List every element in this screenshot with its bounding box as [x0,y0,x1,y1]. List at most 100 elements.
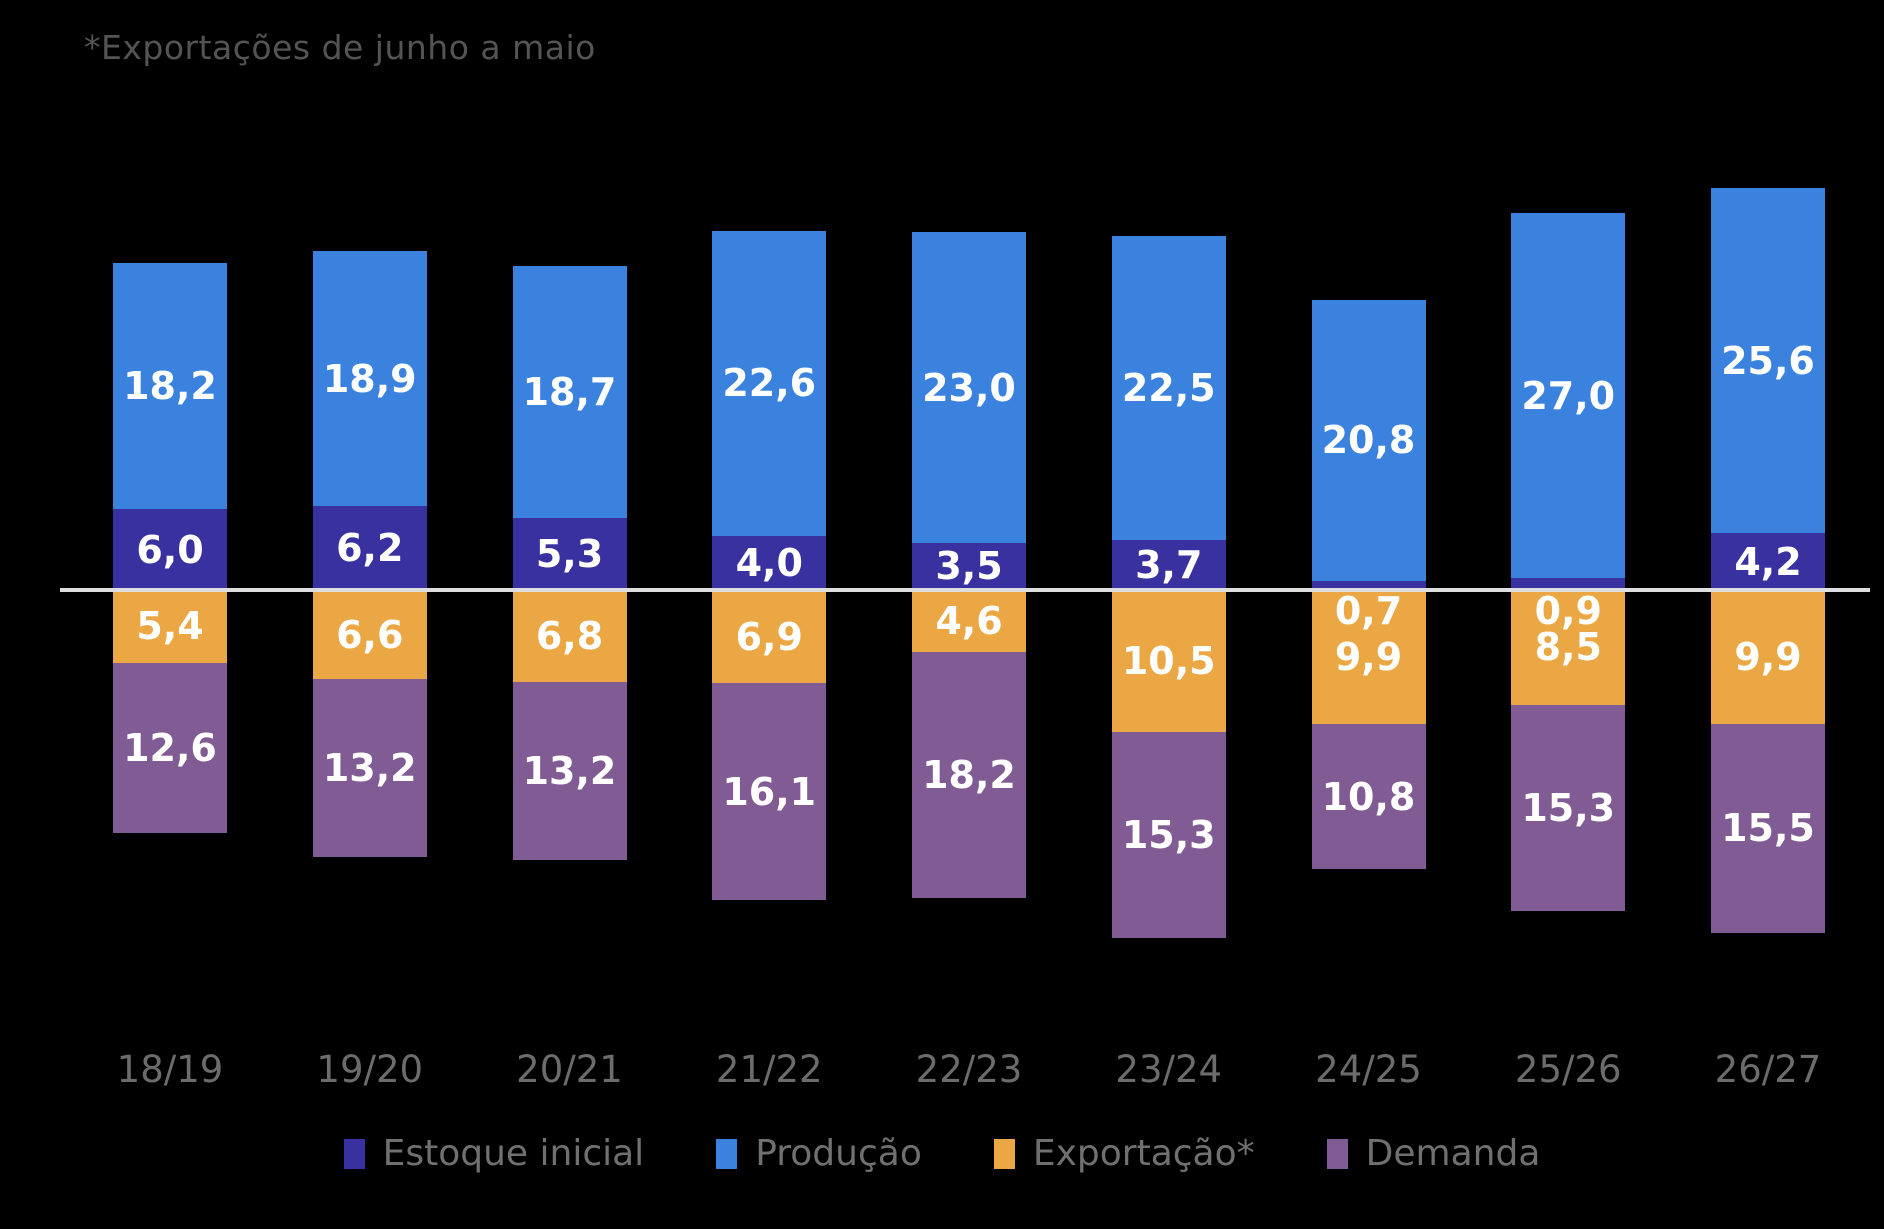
legend-label-estoque-inicial: Estoque inicial [382,1133,645,1174]
value-label-estoque-inicial: 5,3 [535,532,604,577]
x-axis-tick-24-25: 24/25 [1312,1048,1426,1092]
chart-footnote: *Exportações de junho a maio [84,28,596,67]
x-axis-tick-23-24: 23/24 [1112,1048,1226,1092]
legend-swatch-exportac-a-o [993,1138,1015,1169]
bar-column-23-24: 22,5 3,7 10,5 15,3 [1111,160,1226,950]
bar-segment-exportac-a-o: 9,9 [1311,590,1426,724]
value-label-exportac-a-o: 9,9 [1334,634,1403,679]
bar-segment-demanda: 15,5 [1711,723,1825,933]
value-label-demanda: 12,6 [123,725,217,770]
value-label-estoque-inicial: 4,0 [735,541,803,585]
stack-below-axis: 5,4 12,6 [113,590,227,950]
x-axis-tick-22-23: 22/23 [912,1048,1026,1092]
value-label-produc-a-o: 18,7 [522,370,617,415]
value-label-demanda: 16,1 [722,769,817,814]
value-label-estoque-inicial: 0,7 [1334,589,1403,633]
stack-below-axis: 8,5 15,3 [1511,590,1626,950]
bar-column-18-19: 18,2 6,0 5,4 12,6 [113,160,227,950]
x-axis-tick-21-22: 21/22 [712,1048,826,1092]
value-label-exportac-a-o: 4,6 [935,599,1003,644]
value-label-exportac-a-o: 6,6 [336,612,404,657]
value-label-produc-a-o: 22,5 [1121,366,1216,411]
bar-column-21-22: 22,6 4,0 6,9 16,1 [712,160,827,950]
x-axis-tick-20-21: 20/21 [513,1048,627,1092]
stack-above-axis: 18,9 6,2 [312,160,427,590]
stack-above-axis: 25,6 4,2 [1711,160,1825,590]
value-label-produc-a-o: 18,9 [322,356,417,401]
bar-segment-estoque-inicial: 0,9 [1511,577,1626,630]
legend-swatch-demanda [1326,1138,1348,1169]
legend-label-produc-a-o: Produção [755,1133,922,1174]
value-label-estoque-inicial: 6,2 [336,526,404,571]
legend-label-demanda: Demanda [1365,1133,1541,1174]
bar-segment-exportac-a-o: 4,6 [912,590,1026,653]
bar-segment-exportac-a-o: 10,5 [1111,590,1226,732]
bar-segment-estoque-inicial: 0,7 [1311,580,1426,630]
bar-column-25-26: 27,0 0,9 8,5 15,3 [1511,160,1626,950]
bars-container: 18,2 6,0 5,4 12,6 18,9 6,2 6,6 13,2 18,7 5,3 6,8 13… [113,160,1825,950]
value-label-demanda: 18,2 [922,752,1016,797]
bar-segment-produc-a-o: 23,0 [912,232,1026,543]
value-label-exportac-a-o: 9,9 [1734,634,1802,679]
value-label-produc-a-o: 22,6 [722,361,817,406]
x-axis-label: 21/22 [715,1048,823,1091]
x-axis-labels: 18/19 19/20 20/21 21/22 22/23 23/24 24/25 25/26… [113,1048,1825,1092]
bar-column-24-25: 20,8 0,7 9,9 10,8 [1311,160,1426,950]
bar-segment-estoque-inicial: 4,2 [1711,533,1825,590]
stack-below-axis: 10,5 15,3 [1111,590,1226,950]
x-axis-tick-18-19: 18/19 [113,1048,227,1092]
x-axis-label: 18/19 [116,1048,224,1091]
stack-below-axis: 6,6 13,2 [312,590,427,950]
value-label-estoque-inicial: 3,7 [1135,543,1203,588]
value-label-exportac-a-o: 5,4 [136,604,204,649]
bar-segment-exportac-a-o: 5,4 [113,590,227,663]
x-axis-label: 25/26 [1514,1048,1622,1091]
value-label-produc-a-o: 27,0 [1521,373,1616,418]
legend-item-demanda: Demanda [1326,1133,1541,1174]
bar-segment-produc-a-o: 18,2 [113,263,227,509]
legend-label-exportac-a-o: Exportação* [1032,1133,1255,1174]
stack-above-axis: 23,0 3,5 [912,160,1026,590]
bar-segment-demanda: 16,1 [712,683,827,901]
bar-segment-estoque-inicial: 3,7 [1111,540,1226,590]
bar-segment-demanda: 12,6 [113,662,227,833]
value-label-exportac-a-o: 6,8 [535,613,604,658]
stack-above-axis: 22,6 4,0 [712,160,827,590]
stack-below-axis: 6,9 16,1 [712,590,827,950]
bar-segment-exportac-a-o: 6,9 [712,590,827,684]
x-axis-tick-25-26: 25/26 [1511,1048,1625,1092]
zero-axis-line [60,588,1870,592]
value-label-estoque-inicial: 0,9 [1534,589,1602,633]
bar-segment-demanda: 10,8 [1311,723,1426,870]
value-label-exportac-a-o: 8,5 [1534,625,1602,670]
bar-segment-estoque-inicial: 6,0 [113,509,227,590]
x-axis-label: 19/20 [316,1048,424,1091]
bar-segment-produc-a-o: 22,5 [1111,236,1226,541]
bar-segment-produc-a-o: 18,7 [512,266,627,519]
legend-item-estoque-inicial: Estoque inicial [343,1133,645,1174]
value-label-produc-a-o: 25,6 [1721,338,1815,383]
legend-swatch-estoque-inicial [343,1138,365,1169]
bar-segment-demanda: 13,2 [512,681,627,860]
legend: Estoque inicial Produção Exportação* Demand… [0,1133,1884,1174]
bar-column-19-20: 18,9 6,2 6,6 13,2 [312,160,427,950]
legend-swatch-produc-a-o [716,1138,738,1169]
bar-column-20-21: 18,7 5,3 6,8 13,2 [512,160,627,950]
bar-segment-demanda: 13,2 [312,679,427,858]
bar-segment-exportac-a-o: 6,6 [312,590,427,680]
value-label-demanda: 15,3 [1521,786,1616,831]
value-label-demanda: 15,3 [1121,813,1216,858]
bar-segment-produc-a-o: 20,8 [1311,299,1426,581]
value-label-demanda: 13,2 [522,748,617,793]
legend-item-produc-a-o: Produção [716,1133,922,1174]
value-label-demanda: 15,5 [1721,806,1815,851]
bar-segment-demanda: 15,3 [1111,731,1226,939]
x-axis-tick-19-20: 19/20 [313,1048,427,1092]
value-label-demanda: 13,2 [322,746,417,791]
stack-above-axis: 22,5 3,7 [1111,160,1226,590]
value-label-estoque-inicial: 6,0 [136,527,204,572]
bar-segment-estoque-inicial: 6,2 [312,506,427,590]
stack-below-axis: 9,9 10,8 [1311,590,1426,950]
